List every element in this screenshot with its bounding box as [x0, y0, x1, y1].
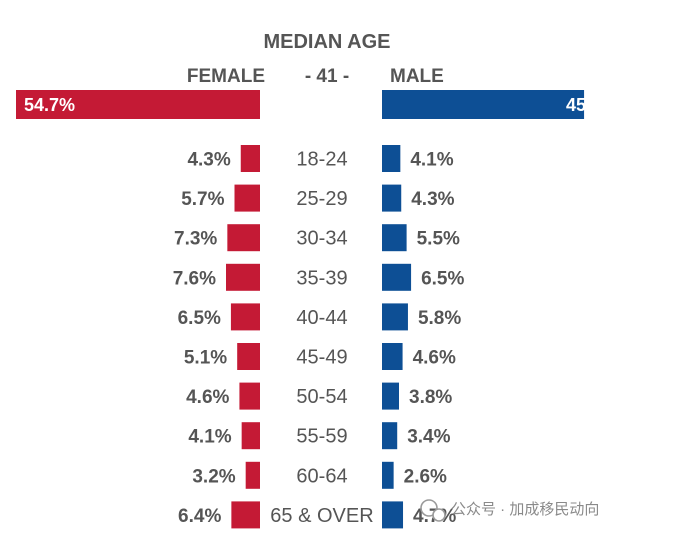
male-value-label: 3.8%: [409, 387, 452, 408]
male-value-label: 5.8%: [418, 308, 461, 329]
female-value-label: 6.5%: [178, 308, 221, 329]
male-value-label: 5.5%: [417, 229, 460, 250]
male-bar: [382, 303, 408, 331]
female-value-label: 4.1%: [188, 427, 231, 448]
female-total-label: 54.7%: [24, 95, 75, 115]
male-value-label: 3.4%: [407, 427, 450, 448]
female-bar: [234, 184, 260, 212]
male-bar: [382, 224, 407, 252]
female-bar: [231, 501, 260, 529]
watermark-text: 公众号 · 加成移民动向: [451, 501, 599, 518]
male-bar: [382, 145, 401, 172]
male-bar: [382, 382, 399, 410]
female-bar: [227, 224, 260, 252]
female-bar: [237, 343, 260, 370]
female-value-label: 4.6%: [186, 387, 229, 408]
age-group-label: 55-59: [296, 426, 347, 448]
male-value-label: 4.3%: [411, 189, 454, 210]
age-group-label: 50-54: [296, 386, 347, 408]
male-bar: [382, 422, 398, 450]
male-total-label: 45.3%: [566, 95, 617, 115]
chat-bubble-icon: [420, 499, 446, 522]
age-group-label: 35-39: [296, 267, 347, 289]
age-group-label: 40-44: [296, 307, 347, 329]
male-bar: [382, 184, 402, 212]
age-group-label: 65 & OVER: [270, 505, 373, 527]
female-header: FEMALE: [187, 66, 265, 87]
female-bar: [239, 382, 260, 410]
female-value-label: 7.3%: [174, 229, 217, 250]
chart-title: MEDIAN AGE: [263, 31, 390, 53]
male-value-label: 6.5%: [421, 268, 464, 289]
female-bar: [241, 422, 260, 450]
female-bar: [245, 461, 260, 489]
male-value-label: 4.1%: [410, 150, 453, 171]
male-value-label: 2.6%: [404, 466, 447, 487]
age-group-label: 60-64: [296, 465, 347, 487]
female-value-label: 4.3%: [187, 150, 230, 171]
male-value-label: 4.6%: [413, 348, 456, 369]
male-header: MALE: [390, 66, 444, 87]
male-bar: [382, 501, 404, 529]
watermark: 公众号 · 加成移民动向: [420, 499, 599, 522]
female-value-label: 5.7%: [181, 189, 224, 210]
male-bar: [382, 263, 412, 291]
female-value-label: 6.4%: [178, 506, 221, 527]
age-group-label: 45-49: [296, 347, 347, 369]
female-total-bar: [16, 90, 260, 119]
age-group-label: 18-24: [296, 149, 347, 171]
female-value-label: 5.1%: [184, 348, 227, 369]
age-group-rows: 4.3% 18-24 4.1% 5.7% 25-29 4.3% 7.3% 30-34 5.5% 7…: [173, 145, 464, 529]
male-bar: [382, 343, 403, 370]
male-bar: [382, 461, 394, 489]
male-total-bar: [382, 90, 585, 119]
female-value-label: 3.2%: [192, 466, 235, 487]
female-bar: [226, 263, 260, 291]
female-bar: [230, 303, 260, 331]
median-age-value: - 41 -: [305, 66, 349, 87]
female-bar: [240, 145, 260, 172]
age-group-label: 30-34: [296, 228, 347, 250]
female-value-label: 7.6%: [173, 268, 216, 289]
age-group-label: 25-29: [296, 188, 347, 210]
